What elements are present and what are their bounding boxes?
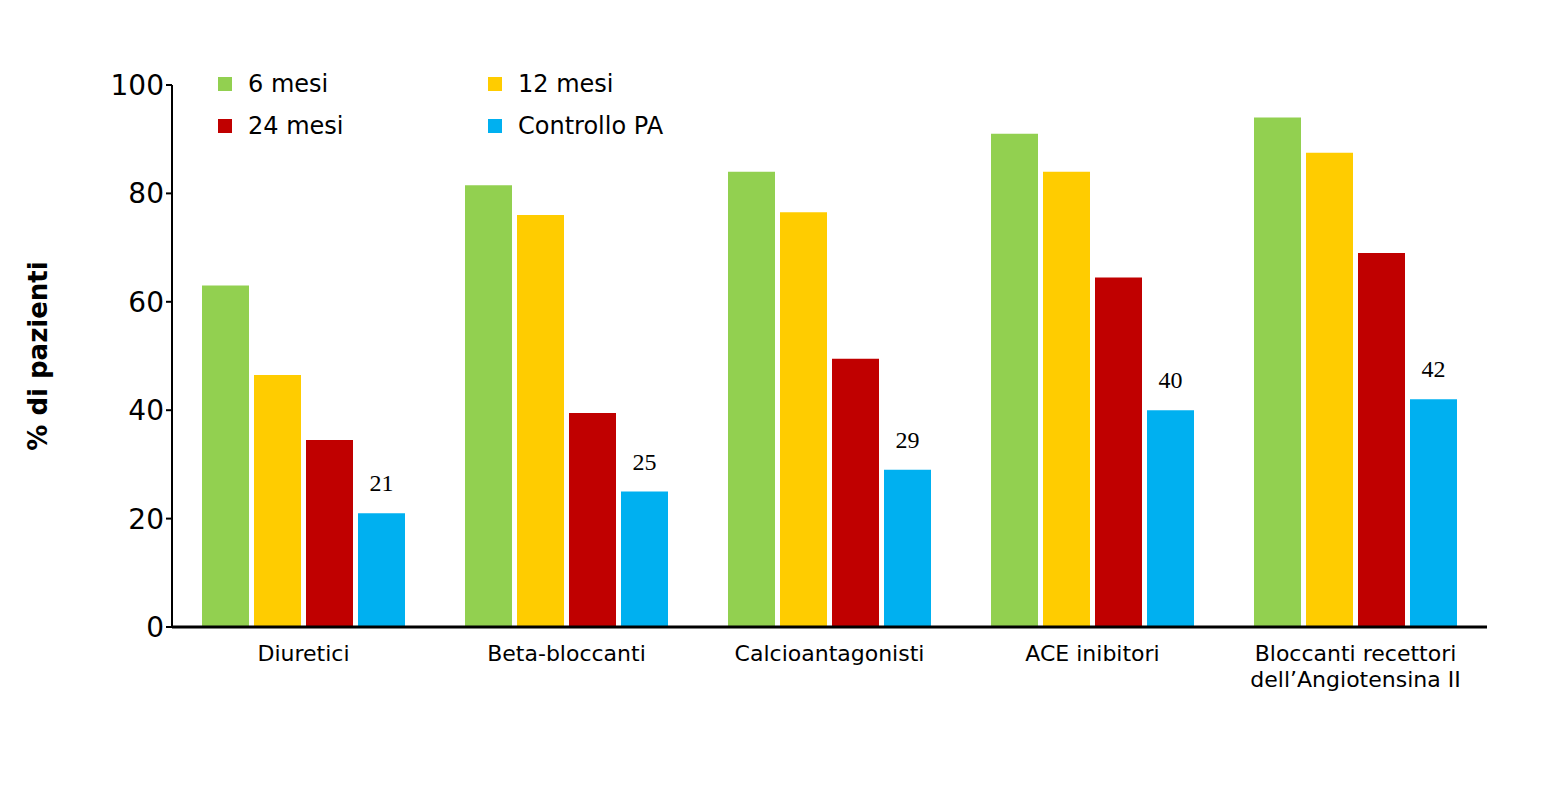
svg-text:Beta-bloccanti: Beta-bloccanti [487,641,646,666]
svg-text:40: 40 [1159,367,1183,393]
svg-text:25: 25 [633,449,657,475]
html-text:6 mesi: 6 mesi [248,70,329,98]
svg-text:80: 80 [128,177,164,210]
svg-text:0: 0 [146,611,164,644]
svg-text:42: 42 [1422,356,1446,382]
svg-text:21: 21 [370,470,394,496]
svg-text:60: 60 [128,286,164,319]
svg-text:ACE inibitori: ACE inibitori [1025,641,1159,666]
svg-text:Calcioantagonisti: Calcioantagonisti [735,641,925,666]
svg-text:% di pazienti: % di pazienti [23,261,53,450]
svg-text:29: 29 [896,427,920,453]
svg-text:40: 40 [128,394,164,427]
html-text:12 mesi: 12 mesi [518,70,614,98]
svg-text:Diuretici: Diuretici [257,641,349,666]
svg-text:Bloccanti recettoridell’Angiot: Bloccanti recettoridell’Angiotensina II [1250,641,1460,692]
svg-text:100: 100 [111,69,164,102]
html-text:Controllo PA: Controllo PA [518,112,664,140]
svg-text:20: 20 [128,503,164,536]
html-text:24 mesi: 24 mesi [248,112,344,140]
